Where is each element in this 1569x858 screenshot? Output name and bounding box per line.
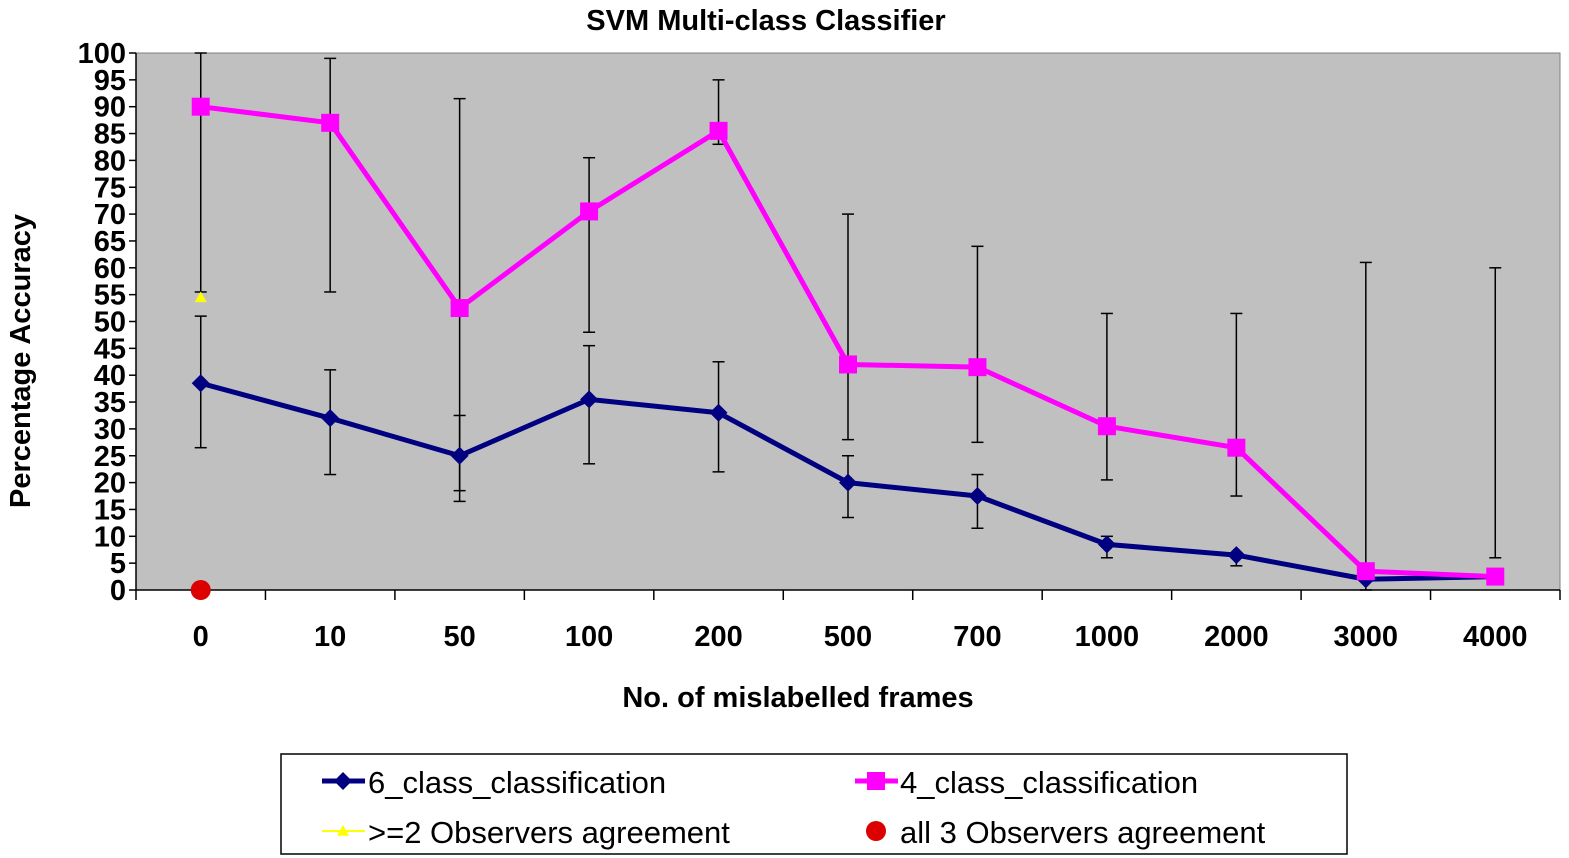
legend-marker-diamond [334,772,352,790]
y-tick-label: 40 [94,360,126,392]
x-tick-label: 10 [314,621,346,653]
data-point-square [191,97,210,116]
y-tick-label: 85 [94,119,126,151]
y-tick-label: 90 [94,92,126,124]
y-tick-label: 70 [94,199,126,231]
y-axis-label: Percentage Accuracy [5,214,37,508]
x-tick-label: 2000 [1204,621,1269,653]
legend-marker-triangle [337,825,349,836]
data-point-triangle [194,291,207,303]
data-point-diamond [839,473,857,492]
data-point-square [968,358,987,377]
y-tick-label: 25 [94,441,126,473]
y-tick-label: 45 [94,333,126,365]
y-axis: 0510152025303540455055606570758085909510… [78,38,137,607]
y-tick-label: 0 [110,575,126,607]
legend-label: all 3 Observers agreement [900,815,1266,850]
data-point-square [321,113,340,132]
legend-label: 4_class_classification [900,765,1198,800]
data-point-square [709,121,728,140]
y-tick-label: 60 [94,253,126,285]
x-tick-label: 700 [953,621,1001,653]
series-markers [190,97,1505,600]
legend-label: 6_class_classification [368,765,666,800]
y-tick-label: 35 [94,387,126,419]
data-point-diamond [450,446,469,465]
x-axis-label: No. of mislabelled frames [622,682,973,714]
data-point-diamond [580,390,599,409]
data-point-diamond [1097,535,1116,554]
x-tick-label: 100 [565,621,613,653]
legend-box [280,753,1348,855]
y-tick-label: 80 [94,145,126,177]
x-tick-label: 50 [444,621,476,653]
data-point-square [1227,438,1246,457]
data-point-square [580,202,599,221]
y-tick-label: 15 [94,494,126,526]
data-point-square [839,355,857,374]
x-tick-label: 200 [694,621,742,653]
data-point-square [1486,567,1505,586]
x-tick-label: 4000 [1463,621,1528,653]
legend-label: >=2 Observers agreement [368,815,730,850]
y-tick-label: 65 [94,226,126,258]
data-point-diamond [321,409,340,428]
y-tick-label: 5 [110,548,126,580]
data-point-square [450,299,469,318]
y-tick-label: 75 [94,172,126,204]
x-tick-label: 500 [824,621,872,653]
y-tick-label: 20 [94,468,126,500]
data-point-diamond [709,403,728,422]
data-point-circle [190,580,211,600]
y-tick-label: 95 [94,65,126,97]
chart-title: SVM Multi-class Classifier [586,5,945,37]
legend: 6_class_classification 4_class_classifica… [280,753,1348,855]
x-tick-label: 0 [193,621,209,653]
data-point-diamond [1227,546,1246,565]
y-tick-label: 100 [78,38,126,70]
legend-marker-circle [866,821,886,841]
y-tick-label: 50 [94,307,126,339]
x-axis: 0 10 50 100 200 500 700 1000 2000 3000 4000 [135,589,1561,653]
data-point-square [1356,562,1375,581]
y-tick-label: 55 [94,280,126,312]
data-point-diamond [191,374,210,393]
x-tick-label: 3000 [1334,621,1399,653]
y-tick-label: 10 [94,521,126,553]
y-tick-label: 30 [94,414,126,446]
x-tick-label: 1000 [1075,621,1140,653]
data-point-diamond [968,487,987,506]
legend-marker-square [867,772,885,790]
data-point-square [1097,417,1116,436]
